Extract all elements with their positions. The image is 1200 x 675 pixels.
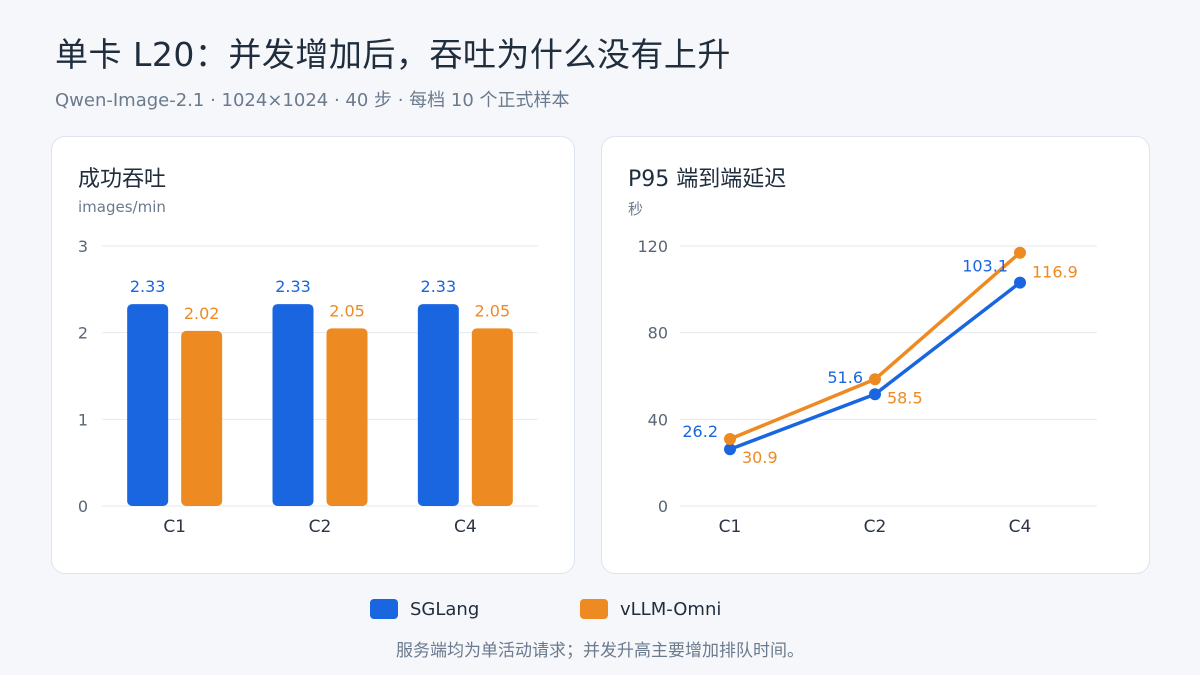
latency-data-label-vllm: 58.5: [887, 388, 923, 407]
throughput-bar-sglang: [417, 304, 459, 506]
throughput-y-tick-label: 1: [78, 410, 88, 429]
latency-x-tick-label: C2: [864, 517, 887, 537]
throughput-y-tick-label: 3: [78, 237, 88, 256]
latency-y-tick-label: 120: [637, 237, 668, 256]
latency-data-label-vllm: 30.9: [742, 448, 778, 467]
legend-label-vllm: vLLM-Omni: [620, 598, 722, 620]
latency-line-vllm: [729, 251, 1022, 441]
throughput-data-label-sglang: 2.33: [275, 277, 311, 296]
latency-data-label-sglang: 26.2: [682, 422, 718, 441]
throughput-bar-vllm: [181, 330, 223, 506]
throughput-data-label-vllm: 2.05: [329, 301, 365, 320]
throughput-bar-chart: 0 1 2 3 C1 2.33 2.02 C2 2.33 2.05 C4 2.33 2.05: [78, 237, 538, 537]
chart-legend: SGLang vLLM-Omni: [0, 597, 1200, 621]
page-subtitle: Qwen-Image-2.1 · 1024×1024 · 40 步 · 每档 1…: [55, 90, 570, 111]
throughput-bar-sglang: [127, 304, 169, 506]
latency-x-tick-label: C4: [1009, 517, 1032, 537]
throughput-data-label-sglang: 2.33: [130, 277, 166, 296]
latency-line-chart: 0 40 80 120 C1 C2 C4 26.2 51.6 103.1 30.9 58.5 116.9: [637, 237, 1097, 537]
throughput-chart-card: 成功吞吐 images/min 0 1 2 3 C1 2.33 2.02 C2 2.33 2.05…: [51, 136, 575, 574]
throughput-bar-sglang: [272, 304, 314, 506]
latency-point-sglang: [724, 443, 736, 456]
legend-item-vllm: vLLM-Omni: [580, 597, 721, 621]
legend-swatch-sglang: [370, 599, 398, 619]
latency-chart-unit: 秒: [628, 200, 644, 218]
legend-label-sglang: SGLang: [410, 598, 480, 620]
latency-data-label-sglang: 51.6: [827, 368, 863, 387]
legend-swatch-vllm: [580, 599, 608, 619]
latency-data-label-vllm: 116.9: [1032, 263, 1078, 282]
latency-line-sglang: [729, 281, 1022, 451]
throughput-data-label-sglang: 2.33: [421, 277, 457, 296]
footnote: 服务端均为单活动请求；并发升高主要增加排队时间。: [396, 641, 804, 661]
throughput-bar-vllm: [326, 328, 368, 506]
throughput-x-tick-label: C4: [454, 517, 477, 537]
throughput-y-tick-label: 0: [78, 497, 88, 516]
throughput-data-label-vllm: 2.05: [475, 301, 511, 320]
throughput-y-tick-label: 2: [78, 324, 88, 343]
throughput-chart-unit: images/min: [78, 198, 166, 216]
latency-point-vllm: [724, 433, 736, 446]
page-title: 单卡 L20：并发增加后，吞吐为什么没有上升: [55, 35, 731, 74]
latency-point-sglang: [869, 388, 881, 401]
latency-point-sglang: [1014, 276, 1026, 289]
throughput-bar-vllm: [471, 328, 513, 506]
latency-chart-card: P95 端到端延迟 秒 0 40 80 120 C1 C2 C4 26.2 51.6 103.1 3…: [601, 136, 1150, 574]
throughput-x-tick-label: C2: [309, 517, 332, 537]
latency-point-vllm: [1014, 246, 1026, 259]
latency-chart-title: P95 端到端延迟: [628, 167, 787, 192]
throughput-data-label-vllm: 2.02: [184, 304, 220, 323]
throughput-x-tick-label: C1: [163, 517, 186, 537]
latency-x-tick-label: C1: [719, 517, 742, 537]
latency-point-vllm: [869, 373, 881, 386]
latency-data-label-sglang: 103.1: [962, 257, 1008, 276]
latency-y-tick-label: 0: [658, 497, 668, 516]
throughput-chart-title: 成功吞吐: [78, 167, 167, 192]
latency-y-tick-label: 40: [648, 410, 668, 429]
latency-y-tick-label: 80: [648, 324, 668, 343]
legend-item-sglang: SGLang: [370, 597, 479, 621]
